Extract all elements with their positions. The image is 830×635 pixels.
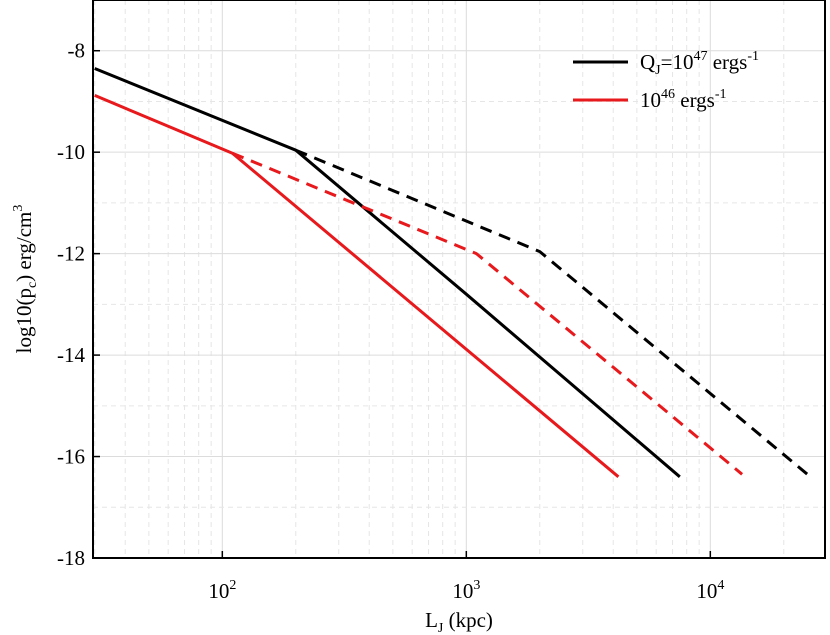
- legend-label-2: 1046 ergs-1: [640, 87, 727, 112]
- series-group: [94, 67, 809, 478]
- x-tick-label: 102: [208, 578, 236, 603]
- x-tick-label: 103: [452, 578, 480, 603]
- y-tick-label: -18: [57, 546, 85, 570]
- y-axis-title: log10(pc) erg/cm3: [11, 205, 40, 354]
- x-axis-ticks: 102 103 104: [208, 551, 724, 603]
- x-axis-title-unit: (kpc): [443, 608, 493, 632]
- plot-frame: [92, 0, 826, 559]
- legend-label-1: QJ=1047 ergs-1: [640, 49, 759, 78]
- x-axis-title-main: L: [425, 608, 438, 632]
- y-tick-label: -16: [57, 445, 85, 469]
- x-tick-label: 104: [696, 578, 724, 603]
- legend: QJ=1047 ergs-1 1046 ergs-1: [573, 49, 759, 112]
- series-line-4: [231, 151, 744, 476]
- y-axis-title-main: log10(p: [12, 288, 36, 353]
- series-line-1: [94, 67, 681, 478]
- y-tick-label: -14: [57, 343, 85, 367]
- y-tick-label: -10: [57, 140, 85, 164]
- series-line-2: [295, 148, 809, 476]
- x-axis-title-subscript: J: [438, 621, 444, 635]
- y-axis-ticks: -8 -10 -12 -14 -16 -18: [57, 39, 100, 570]
- y-tick-label: -12: [57, 242, 85, 266]
- y-axis-title-superscript: 3: [11, 205, 26, 212]
- y-tick-label: -8: [68, 39, 86, 63]
- y-axis-title-rest: ) erg/cm: [12, 212, 36, 282]
- x-axis-title: LJ (kpc): [425, 608, 493, 635]
- y-axis-title-subscript: c: [25, 282, 40, 288]
